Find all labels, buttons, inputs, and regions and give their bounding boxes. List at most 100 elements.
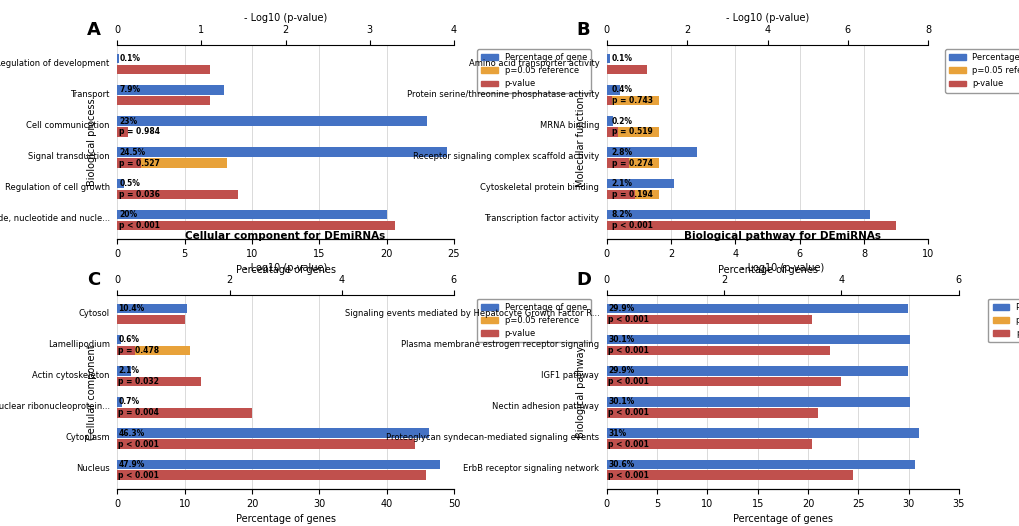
Text: p = 0.032: p = 0.032 — [118, 377, 159, 386]
Text: p = 0.478: p = 0.478 — [118, 346, 159, 355]
Bar — [117, 335, 121, 345]
Legend: Percentage of gene, p=0.05 reference, p-value: Percentage of gene, p=0.05 reference, p-… — [987, 299, 1019, 342]
Text: 30.1%: 30.1% — [607, 335, 634, 344]
Bar — [606, 96, 658, 105]
Bar — [606, 220, 896, 230]
Bar — [606, 304, 907, 313]
Bar — [117, 346, 136, 355]
Text: p = 0.274: p = 0.274 — [611, 158, 652, 168]
Bar — [117, 127, 128, 137]
Text: p < 0.001: p < 0.001 — [119, 221, 160, 230]
Bar — [117, 65, 210, 74]
Text: p < 0.001: p < 0.001 — [118, 471, 159, 480]
Bar — [606, 408, 683, 418]
Bar — [606, 315, 811, 324]
Text: p < 0.001: p < 0.001 — [607, 346, 649, 355]
Title: Cellular component for DEmiRNAs: Cellular component for DEmiRNAs — [185, 231, 385, 241]
Bar — [606, 96, 611, 105]
Bar — [606, 335, 909, 345]
Bar — [117, 377, 201, 387]
Text: 2.1%: 2.1% — [118, 366, 140, 376]
Bar — [606, 377, 683, 387]
Bar — [606, 127, 658, 137]
Text: p < 0.001: p < 0.001 — [607, 377, 649, 386]
Bar — [606, 408, 817, 418]
Bar — [117, 96, 210, 105]
Bar — [117, 397, 122, 407]
Text: Biological pathway: Biological pathway — [576, 346, 586, 438]
Text: 7.9%: 7.9% — [119, 85, 141, 94]
Text: Molecular function: Molecular function — [576, 97, 586, 187]
Bar — [117, 366, 131, 376]
Text: 46.3%: 46.3% — [118, 429, 145, 438]
Text: p < 0.001: p < 0.001 — [607, 315, 649, 324]
Text: D: D — [576, 271, 591, 289]
Text: 0.2%: 0.2% — [611, 116, 632, 126]
Bar — [117, 470, 426, 480]
Text: p = 0.519: p = 0.519 — [611, 127, 652, 136]
Bar — [606, 127, 618, 137]
Text: 23%: 23% — [119, 116, 138, 126]
Text: p = 0.004: p = 0.004 — [118, 408, 159, 418]
Text: p < 0.001: p < 0.001 — [607, 408, 649, 418]
Text: 2.1%: 2.1% — [611, 179, 632, 188]
Text: 24.5%: 24.5% — [119, 148, 146, 157]
Bar — [606, 147, 696, 157]
Text: Biological process: Biological process — [87, 98, 97, 186]
Bar — [117, 315, 184, 324]
Bar — [117, 189, 238, 199]
Bar — [606, 377, 841, 387]
Bar — [117, 220, 226, 230]
Bar — [117, 439, 415, 449]
Bar — [606, 346, 828, 355]
Bar — [606, 470, 683, 480]
Text: 0.7%: 0.7% — [118, 398, 140, 407]
Text: 0.6%: 0.6% — [118, 335, 140, 344]
Bar — [117, 460, 439, 469]
Bar — [606, 439, 811, 449]
X-axis label: - Log10 (p-value): - Log10 (p-value) — [741, 262, 823, 272]
Text: 47.9%: 47.9% — [118, 460, 145, 469]
Bar — [117, 210, 386, 219]
Bar — [606, 315, 683, 324]
Text: p < 0.001: p < 0.001 — [607, 440, 649, 449]
Text: A: A — [87, 21, 101, 39]
Text: 29.9%: 29.9% — [607, 304, 634, 313]
Bar — [117, 147, 446, 157]
Bar — [606, 470, 852, 480]
Bar — [117, 116, 427, 126]
Bar — [606, 429, 918, 438]
Legend: Percentage of gene, p=0.05 reference, p-value: Percentage of gene, p=0.05 reference, p-… — [477, 49, 591, 93]
Text: 29.9%: 29.9% — [607, 366, 634, 376]
Bar — [117, 189, 226, 199]
Text: p = 0.743: p = 0.743 — [611, 96, 652, 105]
Bar — [606, 65, 646, 74]
Bar — [606, 189, 658, 199]
Bar — [117, 377, 191, 387]
Text: p = 0.036: p = 0.036 — [119, 190, 160, 199]
Bar — [606, 189, 635, 199]
Bar — [117, 158, 141, 168]
Legend: Percentage of gene, p=0.05 reference, p-value: Percentage of gene, p=0.05 reference, p-… — [477, 299, 591, 342]
X-axis label: Percentage of genes: Percentage of genes — [235, 265, 335, 275]
Text: C: C — [87, 271, 100, 289]
X-axis label: Percentage of genes: Percentage of genes — [235, 514, 335, 524]
X-axis label: Percentage of genes: Percentage of genes — [716, 265, 817, 275]
Bar — [117, 54, 118, 64]
X-axis label: Percentage of genes: Percentage of genes — [732, 514, 833, 524]
Bar — [606, 116, 612, 126]
Bar — [606, 179, 674, 188]
Text: 0.1%: 0.1% — [119, 54, 141, 63]
Bar — [117, 158, 226, 168]
Text: p = 0.527: p = 0.527 — [119, 158, 160, 168]
Text: 31%: 31% — [607, 429, 626, 438]
Bar — [606, 346, 683, 355]
X-axis label: - Log10 (p-value): - Log10 (p-value) — [244, 262, 327, 272]
Bar — [606, 158, 658, 168]
X-axis label: - Log10 (p-value): - Log10 (p-value) — [244, 13, 327, 23]
Bar — [606, 85, 620, 95]
Bar — [117, 220, 394, 230]
Title: Biological pathway for DEmiRNAs: Biological pathway for DEmiRNAs — [684, 231, 880, 241]
Bar — [606, 460, 914, 469]
Bar — [606, 158, 629, 168]
